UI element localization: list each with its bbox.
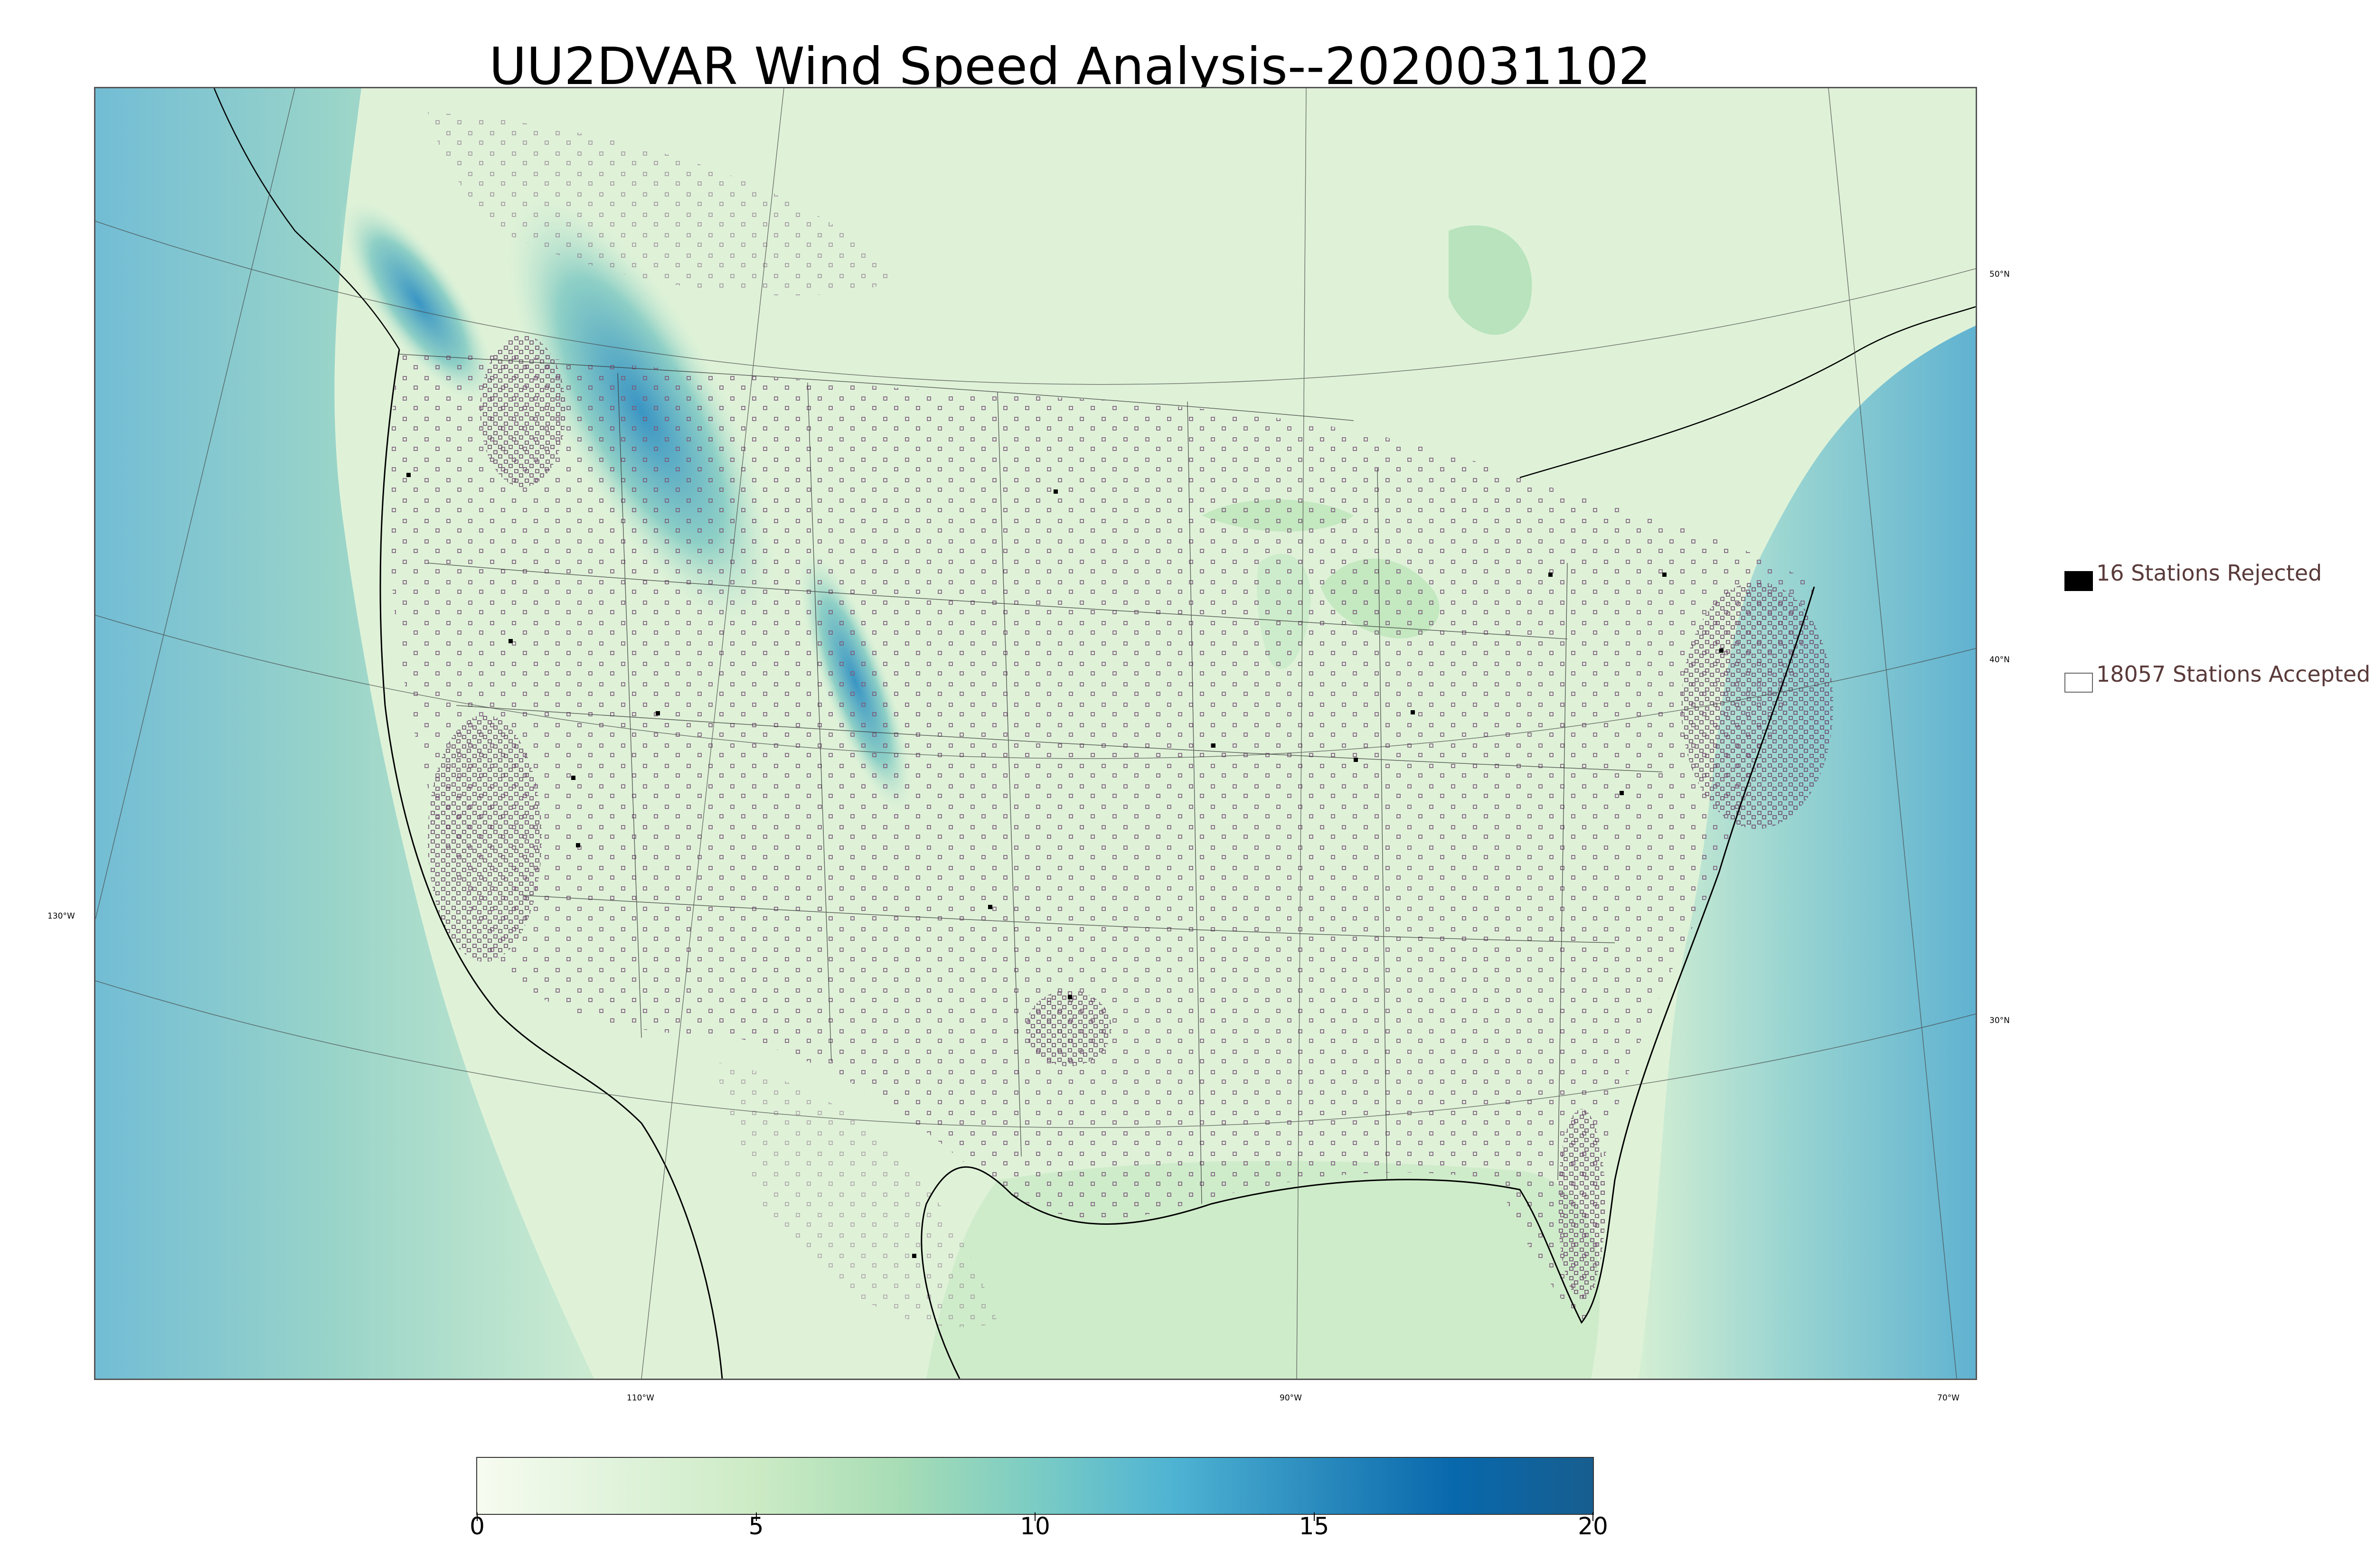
colorbar-gradient [477, 1458, 1593, 1514]
stations-mexico [713, 1061, 998, 1327]
colorbar-tick [755, 1512, 757, 1521]
pacific-ocean [95, 88, 594, 1379]
st-lawrence-coastline [1519, 306, 1976, 479]
stations-northeast [1681, 582, 1833, 829]
graticule [95, 88, 1976, 1379]
rejected-stations [406, 473, 1724, 1258]
lat-50-label: 50°N [1989, 270, 2010, 279]
lon-70-label: 70°W [1937, 1393, 1959, 1403]
rejected-swatch [2064, 571, 2093, 591]
colorbar-tick-label: 10 [1020, 1512, 1050, 1540]
colorbar-tick [1313, 1512, 1315, 1521]
accepted-legend-label: 18057 Stations Accepted [2096, 661, 2371, 687]
pacific-coastline [379, 349, 723, 1379]
stations-california [428, 715, 542, 962]
colorbar-fill [477, 1458, 1593, 1514]
accepted-stations-conus [389, 349, 1815, 1323]
wind-speed-map[interactable] [94, 87, 1977, 1380]
atlantic-gulf-coastline [921, 586, 1815, 1379]
bc-coastline [213, 88, 400, 350]
stations-dallas [1026, 990, 1112, 1066]
map-title: UU2DVAR Wind Speed Analysis--2020031102 [489, 37, 1651, 96]
colorbar-tick-label: 15 [1299, 1512, 1329, 1540]
atlantic-ocean [1639, 326, 1976, 1379]
lon-90-label: 90°W [1280, 1393, 1302, 1403]
colorbar-tick-label: 20 [1578, 1512, 1608, 1540]
lat-30-label: 30°N [1989, 1016, 2010, 1025]
colorbar-tick [1592, 1512, 1593, 1521]
accepted-swatch [2064, 673, 2093, 693]
colorbar [476, 1457, 1594, 1515]
map-canvas [95, 88, 1976, 1379]
stations-florida [1558, 1109, 1605, 1299]
lat-40-label: 40°N [1989, 655, 2010, 665]
james-bay [1449, 225, 1532, 335]
colorbar-tick [1035, 1512, 1036, 1521]
political-borders [399, 354, 1663, 1204]
rejected-legend-label: 16 Stations Rejected [2096, 560, 2322, 586]
lon-110-label: 110°W [627, 1393, 654, 1403]
colorbar-tick-label: 0 [470, 1512, 485, 1540]
lon-130-label: 130°W [47, 911, 75, 921]
stations-canada [428, 112, 903, 296]
colorbar-tick [477, 1512, 478, 1521]
colorbar-tick-label: 5 [748, 1512, 764, 1540]
stations-pacific-nw [480, 335, 565, 487]
